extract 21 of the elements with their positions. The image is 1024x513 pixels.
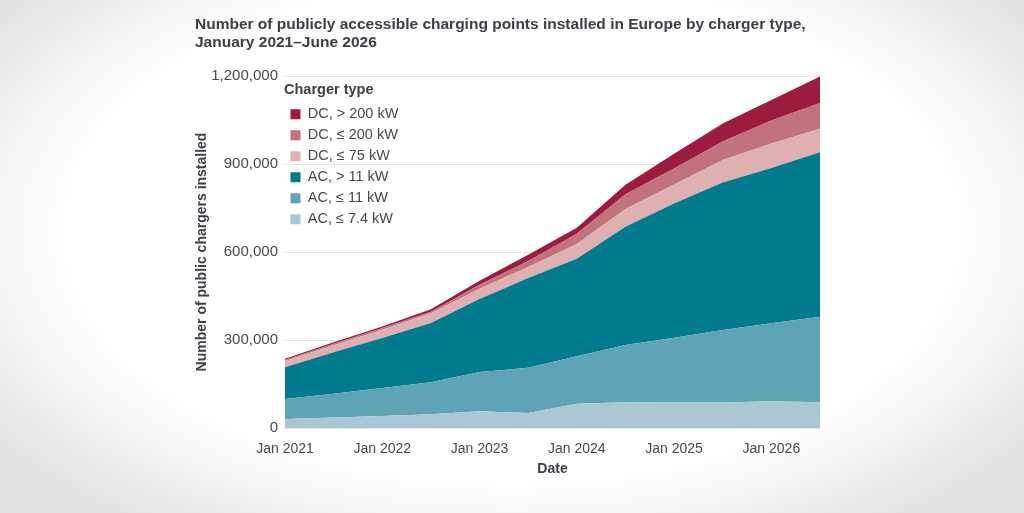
y-tick-label: 1,200,000: [211, 66, 278, 84]
x-tick-label: Jan 2022: [353, 440, 412, 457]
chart-title: Number of publicly accessible charging points installed in Europe by charger type, January 2021–June 2026: [195, 15, 807, 50]
legend-label: DC, ≤ 75 kW: [307, 147, 391, 164]
y-tick-label: 0: [269, 418, 278, 436]
x-tick-label: Jan 2023: [450, 440, 509, 457]
x-axis-title: Date: [537, 460, 568, 477]
y-tick-label: 300,000: [223, 330, 278, 348]
legend-label: AC, ≤ 11 kW: [307, 189, 389, 206]
legend-label: DC, ≤ 200 kW: [307, 126, 399, 143]
x-tick-label: Jan 2021: [256, 440, 315, 457]
x-tick-label: Jan 2024: [548, 440, 606, 457]
y-axis-title: Number of public chargers installed: [193, 132, 210, 372]
legend-title: Charger type: [284, 81, 374, 98]
y-tick-label: 600,000: [223, 242, 278, 260]
legend-label: AC, ≤ 7.4 kW: [307, 210, 394, 227]
legend-label: AC, > 11 kW: [307, 168, 389, 185]
legend-label: DC, > 200 kW: [307, 105, 399, 122]
x-tick-label: Jan 2026: [742, 440, 801, 457]
x-tick-label: Jan 2025: [645, 440, 704, 457]
y-tick-label: 900,000: [223, 154, 278, 172]
